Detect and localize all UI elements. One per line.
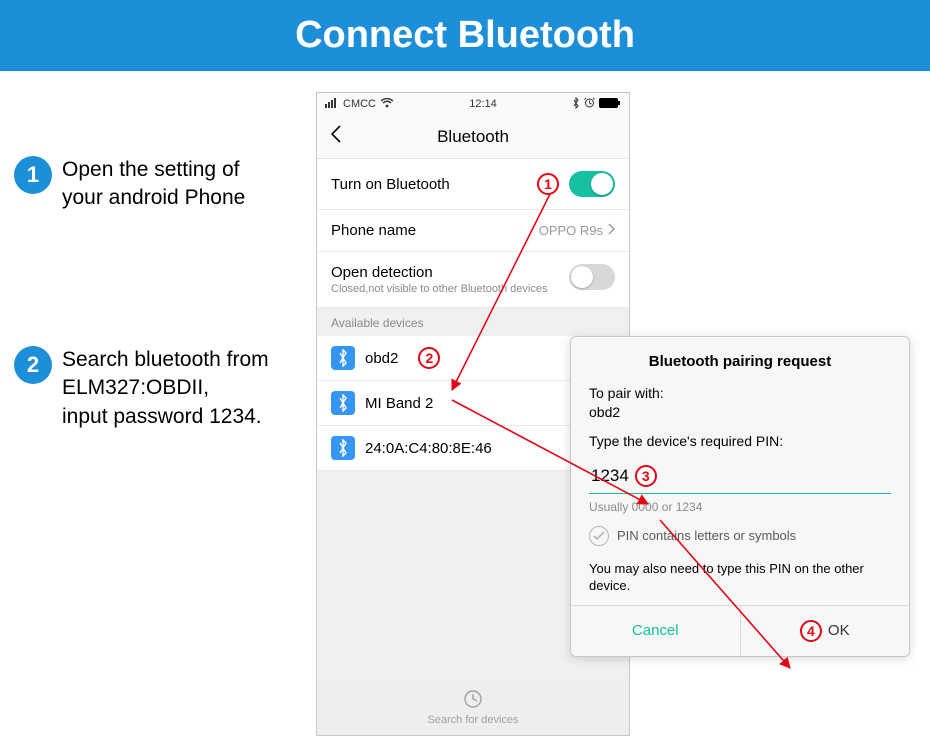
back-icon[interactable] [329, 124, 343, 150]
device-name: obd2 [365, 350, 398, 367]
marker-1: 1 [537, 173, 559, 195]
bluetooth-icon [331, 391, 355, 415]
detection-toggle[interactable] [569, 264, 615, 290]
section-available: Available devices [317, 308, 629, 336]
ok-button[interactable]: 4 OK [741, 606, 910, 656]
phone-name-label: Phone name [331, 222, 416, 239]
battery-icon [599, 98, 621, 111]
pairing-dialog: Bluetooth pairing request To pair with: … [570, 336, 910, 657]
marker-3: 3 [635, 465, 657, 487]
step-badge-1: 1 [14, 156, 52, 194]
pin-input[interactable]: 1234 3 [589, 461, 891, 494]
detection-sub: Closed,not visible to other Bluetooth de… [331, 283, 547, 295]
pair-device: obd2 [589, 404, 620, 420]
wifi-icon [380, 98, 394, 111]
checkbox-icon [589, 526, 609, 546]
pin-checkbox-row[interactable]: PIN contains letters or symbols [589, 526, 891, 546]
page-title: Connect Bluetooth [0, 0, 930, 71]
pair-label: To pair with: [589, 385, 664, 401]
row-phone-name[interactable]: Phone name OPPO R9s [317, 210, 629, 252]
carrier-label: CMCC [343, 98, 376, 110]
pin-value: 1234 [591, 466, 629, 486]
detection-label: Open detection [331, 264, 547, 281]
pin-hint: Usually 0000 or 1234 [589, 500, 891, 514]
cancel-button[interactable]: Cancel [571, 606, 741, 656]
marker-2: 2 [418, 347, 440, 369]
dialog-title: Bluetooth pairing request [589, 353, 891, 370]
nav-title: Bluetooth [437, 127, 509, 147]
bluetooth-toggle[interactable] [569, 171, 615, 197]
row-bluetooth-toggle[interactable]: Turn on Bluetooth 1 [317, 159, 629, 210]
step-2: 2 Search bluetooth from ELM327:OBDII, in… [14, 346, 269, 431]
status-bar: CMCC 12:14 [317, 93, 629, 115]
step-badge-2: 2 [14, 346, 52, 384]
nav-bar: Bluetooth [317, 115, 629, 159]
row-detection[interactable]: Open detection Closed,not visible to oth… [317, 252, 629, 308]
dialog-note: You may also need to type this PIN on th… [589, 560, 891, 595]
bluetooth-icon [331, 436, 355, 460]
device-name: 24:0A:C4:80:8E:46 [365, 440, 492, 457]
alarm-icon [584, 97, 595, 111]
step-1: 1 Open the setting of your android Phone [14, 156, 245, 213]
phone-name-value: OPPO R9s [539, 223, 603, 238]
device-name: MI Band 2 [365, 395, 433, 412]
ok-label: OK [828, 622, 850, 639]
search-label: Search for devices [427, 714, 518, 726]
search-button[interactable]: Search for devices [317, 679, 629, 735]
search-icon [463, 689, 483, 712]
checkbox-label: PIN contains letters or symbols [617, 528, 796, 543]
clock-label: 12:14 [469, 98, 497, 110]
step-text-2: Search bluetooth from ELM327:OBDII, inpu… [62, 346, 269, 431]
marker-4: 4 [800, 620, 822, 642]
pin-label: Type the device's required PIN: [589, 432, 891, 451]
bluetooth-icon [331, 346, 355, 370]
toggle-label: Turn on Bluetooth [331, 176, 450, 193]
bluetooth-status-icon [572, 97, 580, 112]
step-text-1: Open the setting of your android Phone [62, 156, 245, 213]
signal-icon [325, 98, 339, 111]
chevron-right-icon [607, 223, 615, 238]
